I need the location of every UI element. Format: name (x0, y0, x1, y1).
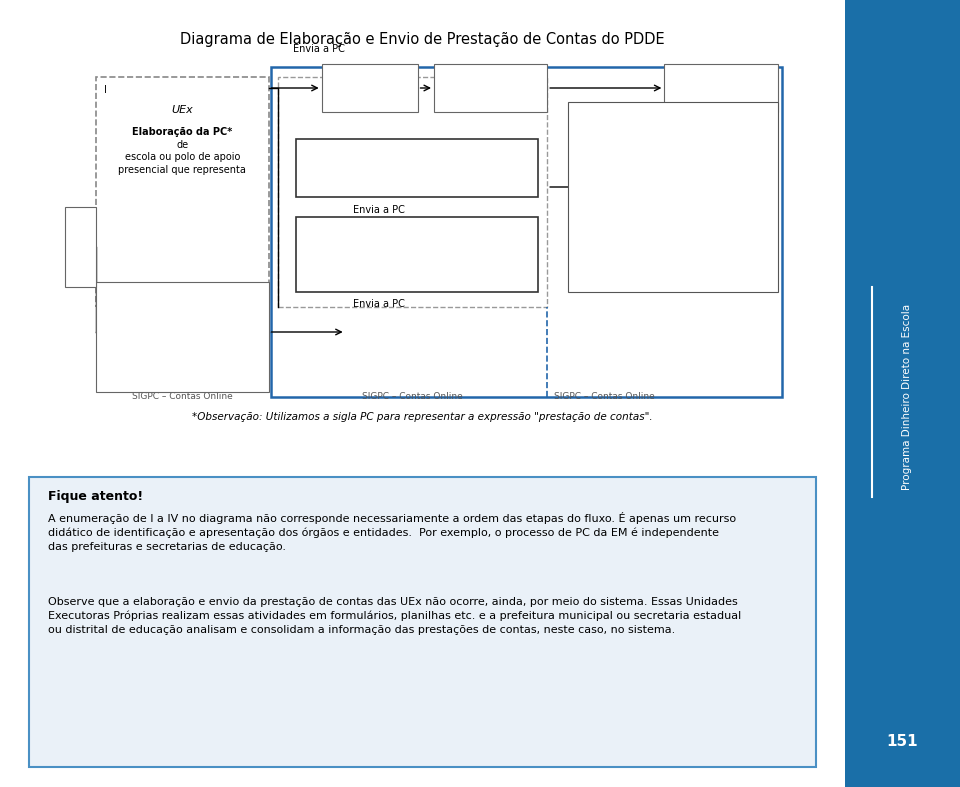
Text: de
escola ou polo de apoio
presencial que representa: de escola ou polo de apoio presencial qu… (118, 140, 247, 175)
Text: SIGPC – Contas Online: SIGPC – Contas Online (555, 392, 655, 401)
FancyBboxPatch shape (664, 64, 778, 112)
FancyBboxPatch shape (322, 64, 418, 112)
FancyBboxPatch shape (296, 217, 538, 292)
Text: SIGPC – Contas Online: SIGPC – Contas Online (363, 392, 463, 401)
Text: I: I (104, 85, 107, 95)
Text: EM: EM (74, 249, 87, 257)
Text: Envia a PC: Envia a PC (293, 44, 345, 54)
FancyBboxPatch shape (96, 77, 269, 307)
Text: Elaboração da  PC
das escolas privadas
de educação especial
sem fins lucrativos: Elaboração da PC das escolas privadas de… (130, 290, 235, 337)
FancyBboxPatch shape (568, 102, 778, 292)
FancyBboxPatch shape (278, 77, 547, 307)
Text: UEx: UEx (172, 105, 193, 115)
Text: Consolidação das  PC  das
UEx de suas redes de ensino: Consolidação das PC das UEx de suas rede… (338, 145, 495, 167)
FancyBboxPatch shape (96, 282, 269, 392)
FancyBboxPatch shape (434, 64, 547, 112)
Text: A enumeração de I a IV no diagrama não corresponde necessariamente a ordem das e: A enumeração de I a IV no diagrama não c… (48, 512, 736, 552)
Text: III: III (77, 237, 84, 246)
Text: Análise da
PC da UEx: Análise da PC da UEx (466, 69, 516, 91)
Text: Programa Dinheiro Direto na Escola: Programa Dinheiro Direto na Escola (902, 304, 912, 490)
Text: Observe que a elaboração e envio da prestação de contas das UEx não ocorre, aind: Observe que a elaboração e envio da pres… (48, 597, 741, 635)
Text: Analisa e aprova ou não
a PC: Analisa e aprova ou não a PC (611, 122, 735, 143)
Text: Elaboração da PC*: Elaboração da PC* (132, 127, 232, 137)
Text: Envia a PC: Envia a PC (353, 299, 405, 309)
Text: II
PM/SEC: II PM/SEC (351, 69, 388, 91)
Text: Fique atento!: Fique atento! (48, 490, 143, 503)
Text: Envia a PC: Envia a PC (353, 205, 405, 215)
Text: *Observação: Utilizamos a sigla PC para representar a expressão "prestação de co: *Observação: Utilizamos a sigla PC para … (192, 412, 653, 422)
Text: Elaboração da PC: Elaboração da PC (369, 223, 465, 233)
Text: IV
FNDE: IV FNDE (708, 69, 734, 91)
Text: de escolas
sem UEx de suas redes de
ensino: de escolas sem UEx de suas redes de ensi… (352, 238, 481, 273)
FancyBboxPatch shape (65, 207, 96, 287)
FancyBboxPatch shape (296, 139, 538, 197)
Text: 151: 151 (887, 734, 918, 749)
FancyBboxPatch shape (271, 67, 782, 397)
FancyBboxPatch shape (29, 477, 816, 767)
Text: Diagrama de Elaboração e Envio de Prestação de Contas do PDDE: Diagrama de Elaboração e Envio de Presta… (180, 32, 664, 47)
Text: SIGPC – Contas Online: SIGPC – Contas Online (132, 392, 232, 401)
